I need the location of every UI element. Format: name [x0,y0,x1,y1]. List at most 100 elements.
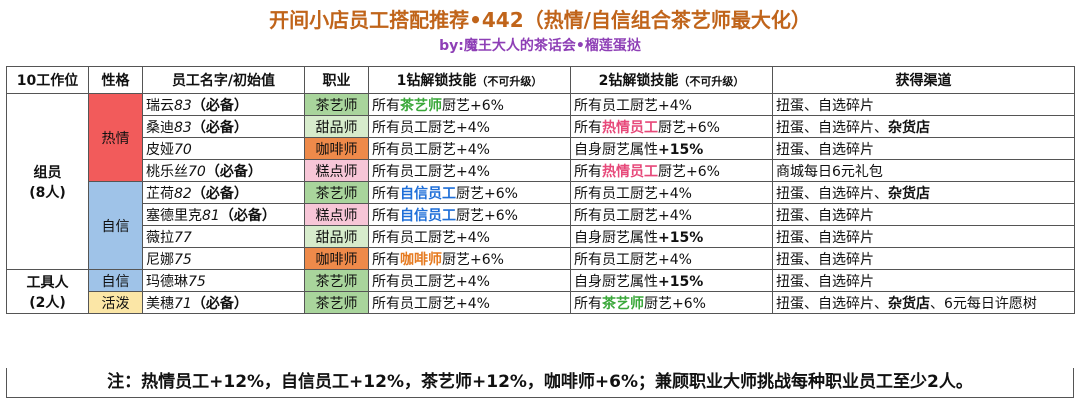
footer-note: 注：热情员工+12%，自信员工+12%，茶艺师+12%，咖啡师+6%；兼顾职业大… [6,368,1074,398]
source-text: 扭蛋、自选碎片、 [776,185,888,202]
source-cell: 扭蛋、自选碎片 [772,93,1075,116]
skill2-cell: 所有员工厨艺+4% [570,247,773,270]
header-name: 员工名字/初始值 [142,66,305,94]
staff-table: 10工作位 性格 员工名字/初始值 职业 1钻解锁技能（不可升级） 2钻解锁技能… [6,66,1075,314]
skill2-highlight: +15% [658,273,704,290]
staff-name: 桃乐丝 [146,163,188,180]
skill1-highlight: 自信员工 [400,185,456,202]
table-row: 塞德里克81（必备） 糕点师 所有自信员工厨艺+6% 所有员工厨艺+4% 扭蛋、自选碎片 [7,203,1075,226]
source-text: 杂货店 [888,119,930,136]
skill1-cell: 所有员工厨艺+4% [368,291,571,314]
required-tag: （必备） [191,97,248,114]
source-text: 扭蛋、自选碎片、 [776,119,888,136]
staff-name: 芷荷 [146,185,174,202]
staff-name-cell: 芷荷82（必备） [142,181,305,204]
skill2-cell: 所有茶艺师厨艺+6% [570,291,773,314]
table-row: 工具人 (2人) 自信 玛德琳75 茶艺师 所有员工厨艺+4% 自身厨艺属性+15% 扭蛋、自… [6,269,1075,314]
staff-initial-value: 71 [174,295,192,312]
staff-name-cell: 玛德琳75 [142,269,305,292]
personality-cell: 活泼 [88,291,143,314]
source-text: 扭蛋、自选碎片 [776,97,874,114]
table-row: 尼娜75 咖啡师 所有咖啡师厨艺+6% 所有员工厨艺+4% 扭蛋、自选碎片 [7,247,1075,270]
job-cell: 茶艺师 [304,181,369,204]
skill1-suffix: 厨艺+6% [442,251,504,268]
skill2-text: 所有员工厨艺+4% [574,207,692,224]
group-count: (8人) [29,184,66,201]
personality-cell: 热情 [88,93,143,182]
personality-cell: 自信 [88,269,143,292]
table-row: 活泼 美穗71（必备） 茶艺师 所有员工厨艺+4% 所有茶艺师厨艺+6% 扭蛋、自选碎片、… [7,291,1075,314]
skill1-cell: 所有员工厨艺+4% [368,269,571,292]
source-cell: 扭蛋、自选碎片、杂货店 [772,115,1075,138]
staff-name: 美穗 [146,295,174,312]
page-subtitle: by:魔王大人的茶话会•榴莲蛋挞 [439,38,641,54]
staff-initial-value: 82 [174,185,192,202]
skill2-suffix: 厨艺+6% [658,119,720,136]
job-cell: 咖啡师 [304,137,369,160]
skill1-cell: 所有员工厨艺+4% [368,115,571,138]
staff-name: 桑迪 [146,119,174,136]
skill1-highlight: 自信员工 [400,207,456,224]
skill2-text: 所有员工厨艺+4% [574,251,692,268]
skill2-text: 所有 [574,119,602,136]
skill2-suffix: 厨艺+6% [644,295,706,312]
header-row: 10工作位 性格 员工名字/初始值 职业 1钻解锁技能（不可升级） 2钻解锁技能… [6,66,1075,94]
staff-initial-value: 70 [188,163,206,180]
job-cell: 糕点师 [304,159,369,182]
group-members-cell: 组员 (8人) [6,93,89,270]
skill2-suffix: 厨艺+6% [658,163,720,180]
staff-name: 玛德琳 [146,273,188,290]
source-cell: 扭蛋、自选碎片、杂货店、6元每日许愿树 [772,291,1075,314]
staff-initial-value: 81 [202,207,220,224]
staff-name-cell: 瑞云83（必备） [142,93,305,116]
skill1-text: 所有 [372,185,400,202]
skill2-text: 自身厨艺属性 [574,273,658,290]
job-cell: 咖啡师 [304,247,369,270]
skill2-text: 自身厨艺属性 [574,141,658,158]
skill2-text: 所有 [574,163,602,180]
staff-name-cell: 美穗71（必备） [142,291,305,314]
skill1-cell: 所有员工厨艺+4% [368,137,571,160]
personality-cell: 自信 [88,181,143,270]
staff-name-cell: 皮娅70 [142,137,305,160]
staff-name-cell: 薇拉77 [142,225,305,248]
skill2-highlight: +15% [658,141,704,158]
skill1-cell: 所有咖啡师厨艺+6% [368,247,571,270]
source-cell: 扭蛋、自选碎片 [772,137,1075,160]
skill1-suffix: 厨艺+6% [442,97,504,114]
skill2-highlight: 热情员工 [602,163,658,180]
skill1-text: 所有员工厨艺+4% [372,119,490,136]
staff-name-cell: 桃乐丝70（必备） [142,159,305,182]
source-cell: 扭蛋、自选碎片 [772,269,1075,292]
job-cell: 茶艺师 [304,269,369,292]
header-skill2: 2钻解锁技能（不可升级） [570,66,773,94]
group-name: 组员 [33,164,62,181]
staff-name: 尼娜 [146,251,174,268]
staff-name: 塞德里克 [146,207,202,224]
skill1-cell: 所有自信员工厨艺+6% [368,203,571,226]
skill1-suffix: 厨艺+6% [456,207,518,224]
skill2-cell: 自身厨艺属性+15% [570,269,773,292]
job-cell: 茶艺师 [304,291,369,314]
skill2-cell: 自身厨艺属性+15% [570,137,773,160]
skill1-suffix: 厨艺+6% [456,185,518,202]
required-tag: （必备） [219,207,276,224]
skill2-highlight: 热情员工 [602,119,658,136]
skill1-cell: 所有茶艺师厨艺+6% [368,93,571,116]
skill1-text: 所有员工厨艺+4% [372,273,490,290]
staff-name: 瑞云 [146,97,174,114]
staff-name-cell: 桑迪83（必备） [142,115,305,138]
skill1-cell: 所有员工厨艺+4% [368,225,571,248]
skill2-text: 所有 [574,295,602,312]
header-source: 获得渠道 [772,66,1075,94]
header-slot: 10工作位 [6,66,89,94]
skill2-cell: 自身厨艺属性+15% [570,225,773,248]
source-text: 扭蛋、自选碎片、 [776,295,888,312]
skill1-text: 所有员工厨艺+4% [372,141,490,158]
group-name: 工具人 [26,274,69,291]
skill2-text: 所有员工厨艺+4% [574,185,692,202]
skill1-text: 所有员工厨艺+4% [372,229,490,246]
table-row: 皮娅70 咖啡师 所有员工厨艺+4% 自身厨艺属性+15% 扭蛋、自选碎片 [7,137,1075,160]
skill1-text: 所有 [372,97,400,114]
